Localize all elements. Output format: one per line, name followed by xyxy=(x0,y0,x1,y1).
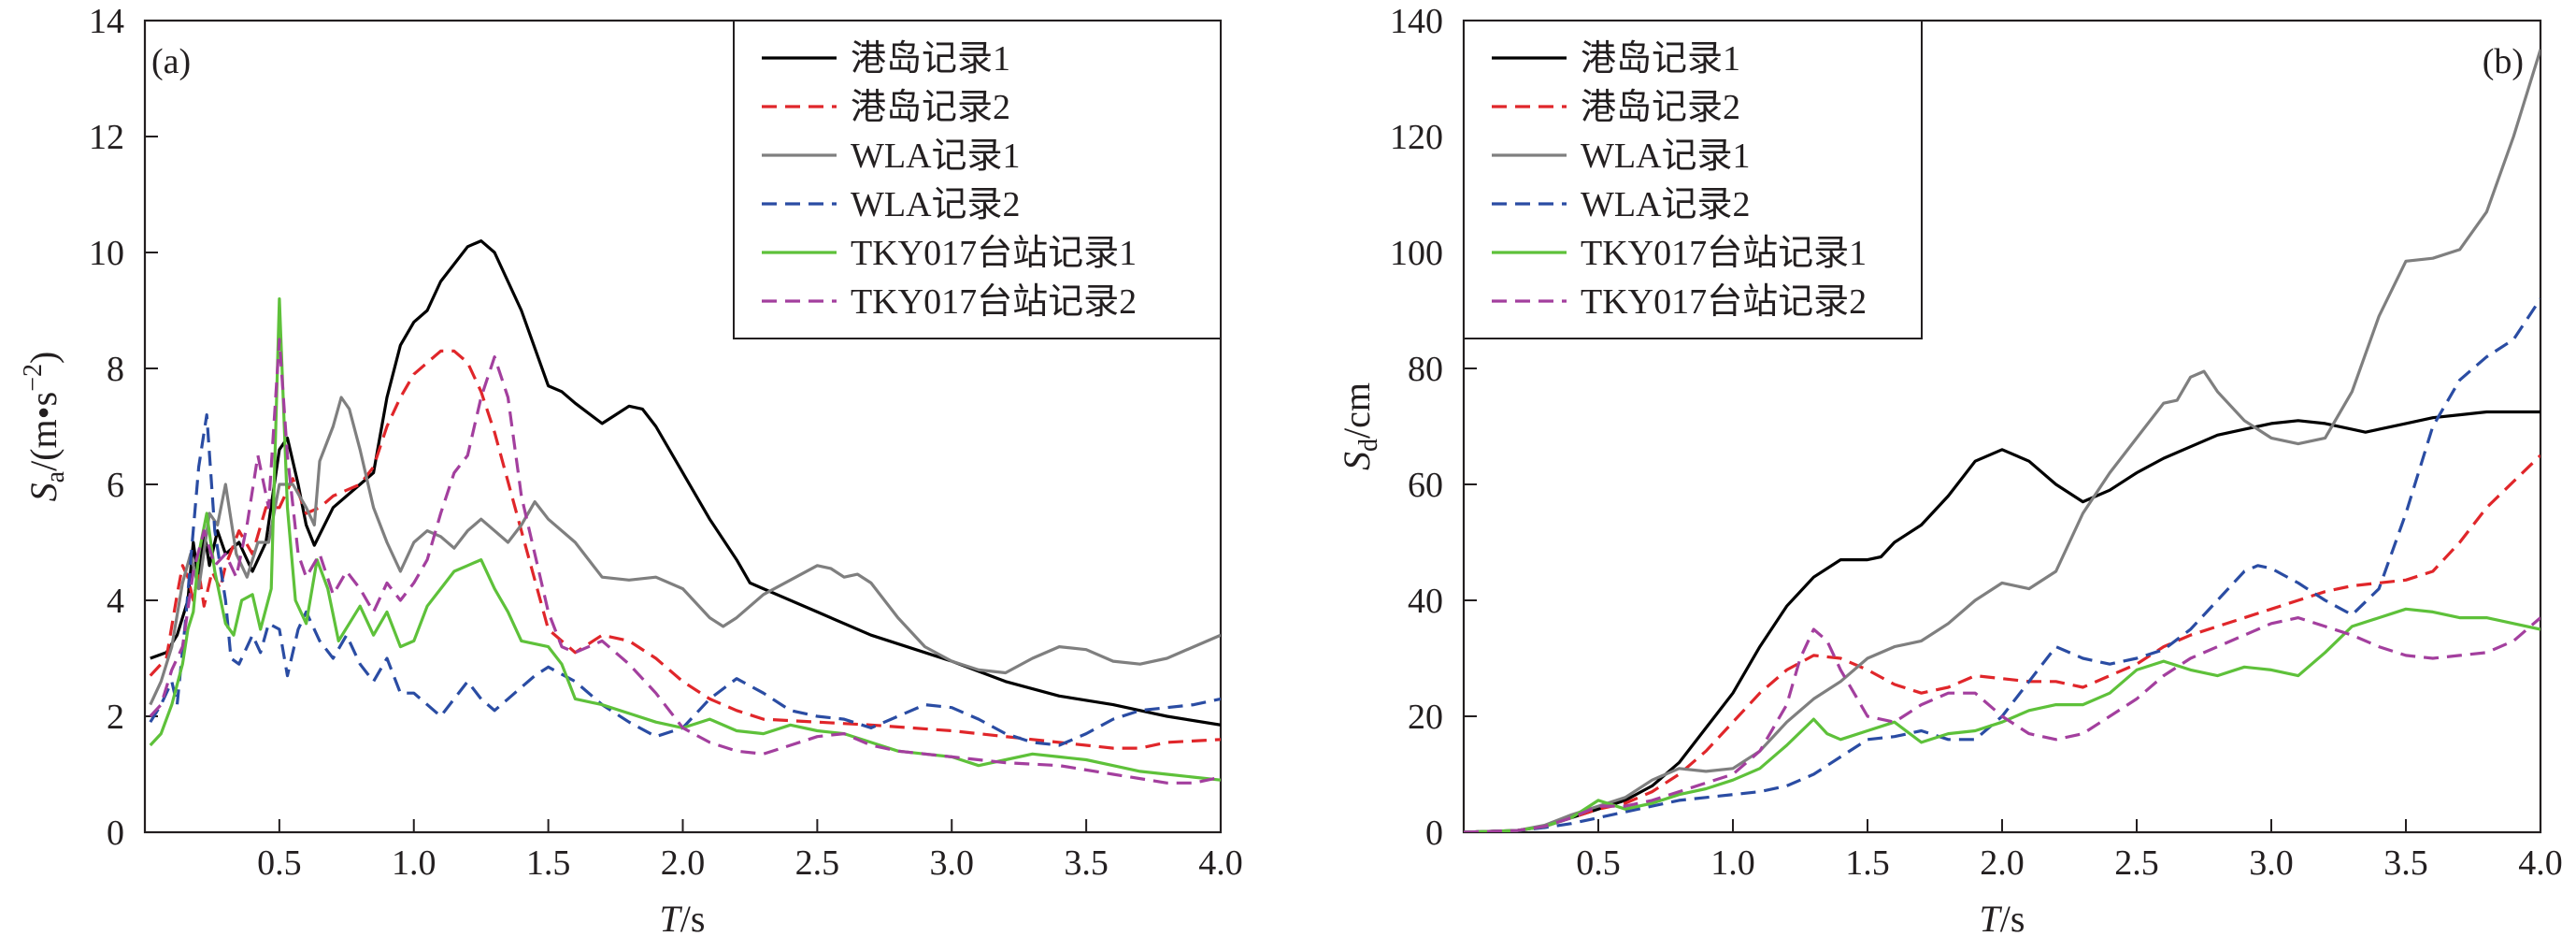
y-axis-label-subscript: d xyxy=(1354,439,1383,452)
series-line-6 xyxy=(149,338,1221,785)
y-tick-label: 6 xyxy=(107,466,124,505)
legend-label-4: WLA记录2 xyxy=(1581,185,1751,224)
panel-label: (b) xyxy=(2483,42,2524,81)
x-tick-label: 2.5 xyxy=(795,843,840,883)
y-axis-label-close: ) xyxy=(22,352,64,364)
x-tick-label: 2.0 xyxy=(1980,843,2025,883)
x-tick-label: 1.5 xyxy=(526,843,571,883)
legend: 港岛记录1 港岛记录2 WLA记录1 WLA记录2 TKY017台站记录1 TKY017台… xyxy=(733,20,1222,339)
y-tick-label: 14 xyxy=(89,2,124,41)
y-tick-label: 60 xyxy=(1408,466,1443,505)
series-line-3 xyxy=(1464,49,2540,832)
chart-panel-b: 0 20 40 60 80 100 120 140 0.5 1.0 1.5 2.0 2.5 3.0 3.5 4… xyxy=(1336,2,2563,940)
y-axis-label: Sa/(m•s−2) xyxy=(19,352,70,502)
series-lines xyxy=(1464,49,2540,832)
x-tick-label: 4.0 xyxy=(1198,843,1243,883)
legend-label-1: 港岛记录1 xyxy=(851,39,1010,79)
legend-label-2: 港岛记录2 xyxy=(851,88,1010,127)
chart-panel-a: 0 2 4 6 8 10 12 14 0.5 1.0 1.5 2.0 2.5 3.0 3.5 4.0 港岛记录1… xyxy=(19,2,1243,940)
y-axis-label-unit: /cm xyxy=(1336,382,1378,439)
series-line-4 xyxy=(149,413,1221,747)
x-axis-label: T/s xyxy=(1980,898,2025,940)
y-tick-label: 0 xyxy=(1425,814,1443,853)
y-tick-label: 100 xyxy=(1390,234,1443,273)
y-tick-label: 120 xyxy=(1390,118,1443,157)
x-tick-label: 3.0 xyxy=(930,843,975,883)
series-line-4 xyxy=(1464,297,2540,832)
y-tick-label: 20 xyxy=(1408,698,1443,737)
series-line-5 xyxy=(1464,607,2540,832)
legend-box xyxy=(733,20,1222,339)
x-axis-label-symbol: T xyxy=(660,898,683,940)
x-tick-label: 3.0 xyxy=(2249,843,2294,883)
legend-label-5: TKY017台站记录1 xyxy=(851,234,1137,273)
x-tick-label: 1.0 xyxy=(1710,843,1755,883)
series-line-6 xyxy=(1464,616,2540,832)
y-axis-label: Sd/cm xyxy=(1336,382,1383,470)
x-axis-label: T/s xyxy=(660,898,706,940)
x-axis-label-unit: /s xyxy=(680,898,706,940)
y-axis-label-unit: /(m•s xyxy=(22,392,64,471)
y-axis-label-symbol: S xyxy=(1336,452,1378,470)
x-tick-label: 2.0 xyxy=(661,843,706,883)
y-axis-label-subscript: a xyxy=(41,470,70,483)
y-tick-label: 0 xyxy=(107,814,124,853)
x-axis-label-symbol: T xyxy=(1980,898,2003,940)
y-tick-label: 2 xyxy=(107,698,124,737)
legend-label-3: WLA记录1 xyxy=(1581,137,1751,176)
panel-label: (a) xyxy=(151,42,191,81)
y-tick-label: 10 xyxy=(89,234,124,273)
y-tick-label: 140 xyxy=(1390,2,1443,41)
legend-label-5: TKY017台站记录1 xyxy=(1581,234,1867,273)
series-line-1 xyxy=(1464,410,2540,832)
legend: 港岛记录1 港岛记录2 WLA记录1 WLA记录2 TKY017台站记录1 TKY017台… xyxy=(1463,20,1923,339)
series-line-2 xyxy=(149,349,1221,750)
x-tick-label: 0.5 xyxy=(1576,843,1621,883)
y-tick-label: 40 xyxy=(1408,582,1443,621)
x-tick-label: 1.5 xyxy=(1845,843,1890,883)
y-axis-label-symbol: S xyxy=(22,483,64,501)
legend-label-6: TKY017台站记录2 xyxy=(1581,282,1867,322)
series-line-5 xyxy=(149,297,1221,782)
x-tick-label: 3.5 xyxy=(2383,843,2428,883)
y-tick-label: 8 xyxy=(107,350,124,389)
x-axis-label-unit: /s xyxy=(2000,898,2025,940)
x-tick-label: 1.0 xyxy=(392,843,436,883)
y-axis-label-exponent: −2 xyxy=(19,364,48,392)
x-tick-label: 2.5 xyxy=(2114,843,2159,883)
legend-label-2: 港岛记录2 xyxy=(1581,88,1740,127)
x-tick-label: 0.5 xyxy=(257,843,302,883)
legend-label-6: TKY017台站记录2 xyxy=(851,282,1137,322)
x-tick-label: 4.0 xyxy=(2518,843,2563,883)
legend-label-1: 港岛记录1 xyxy=(1581,39,1740,79)
legend-box xyxy=(1463,20,1923,339)
y-tick-label: 12 xyxy=(89,118,124,157)
legend-label-4: WLA记录2 xyxy=(851,185,1021,224)
series-line-2 xyxy=(1464,454,2540,832)
y-tick-label: 4 xyxy=(107,582,124,621)
legend-label-3: WLA记录1 xyxy=(851,137,1021,176)
series-line-3 xyxy=(149,396,1221,706)
series-lines xyxy=(149,239,1221,785)
y-tick-label: 80 xyxy=(1408,350,1443,389)
series-line-1 xyxy=(150,239,1221,727)
x-tick-label: 3.5 xyxy=(1064,843,1109,883)
